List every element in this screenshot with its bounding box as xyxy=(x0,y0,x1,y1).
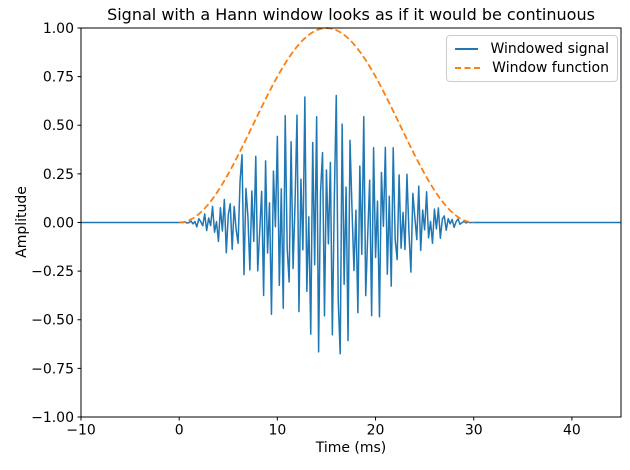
legend-label-windowed-signal: Windowed signal xyxy=(490,41,609,57)
y-axis-label: Amplitude xyxy=(14,186,30,258)
x-tick-label: 30 xyxy=(465,423,483,439)
x-tick-label: 40 xyxy=(563,423,581,439)
windowed-signal-line-sample-icon xyxy=(455,48,479,50)
x-tick-label: −10 xyxy=(66,423,96,439)
legend-entry-window-function: Window function xyxy=(455,60,609,76)
y-tick-label: −1.00 xyxy=(31,410,74,426)
legend-entry-windowed-signal: Windowed signal xyxy=(455,41,609,57)
legend-label-window-function: Window function xyxy=(492,60,609,76)
y-tick-label: 1.00 xyxy=(43,21,74,37)
y-tick-label: 0.50 xyxy=(43,118,74,134)
chart-title: Signal with a Hann window looks as if it… xyxy=(107,5,595,24)
legend: Windowed signal Window function xyxy=(446,35,618,82)
y-tick-label: −0.75 xyxy=(31,361,74,377)
y-tick-label: −0.25 xyxy=(31,264,74,280)
x-tick-label: 20 xyxy=(367,423,385,439)
y-tick-label: 0.75 xyxy=(43,70,74,86)
y-tick-label: −0.50 xyxy=(31,313,74,329)
y-tick-label: 0.25 xyxy=(43,167,74,183)
x-axis-label: Time (ms) xyxy=(315,440,387,456)
x-tick-label: 0 xyxy=(175,423,184,439)
axes-frame xyxy=(80,27,622,418)
x-tick-label: 10 xyxy=(268,423,286,439)
y-tick-label: 0.00 xyxy=(43,215,74,231)
windowed-signal-line xyxy=(81,94,621,355)
window-function-line-sample-icon xyxy=(455,67,481,69)
